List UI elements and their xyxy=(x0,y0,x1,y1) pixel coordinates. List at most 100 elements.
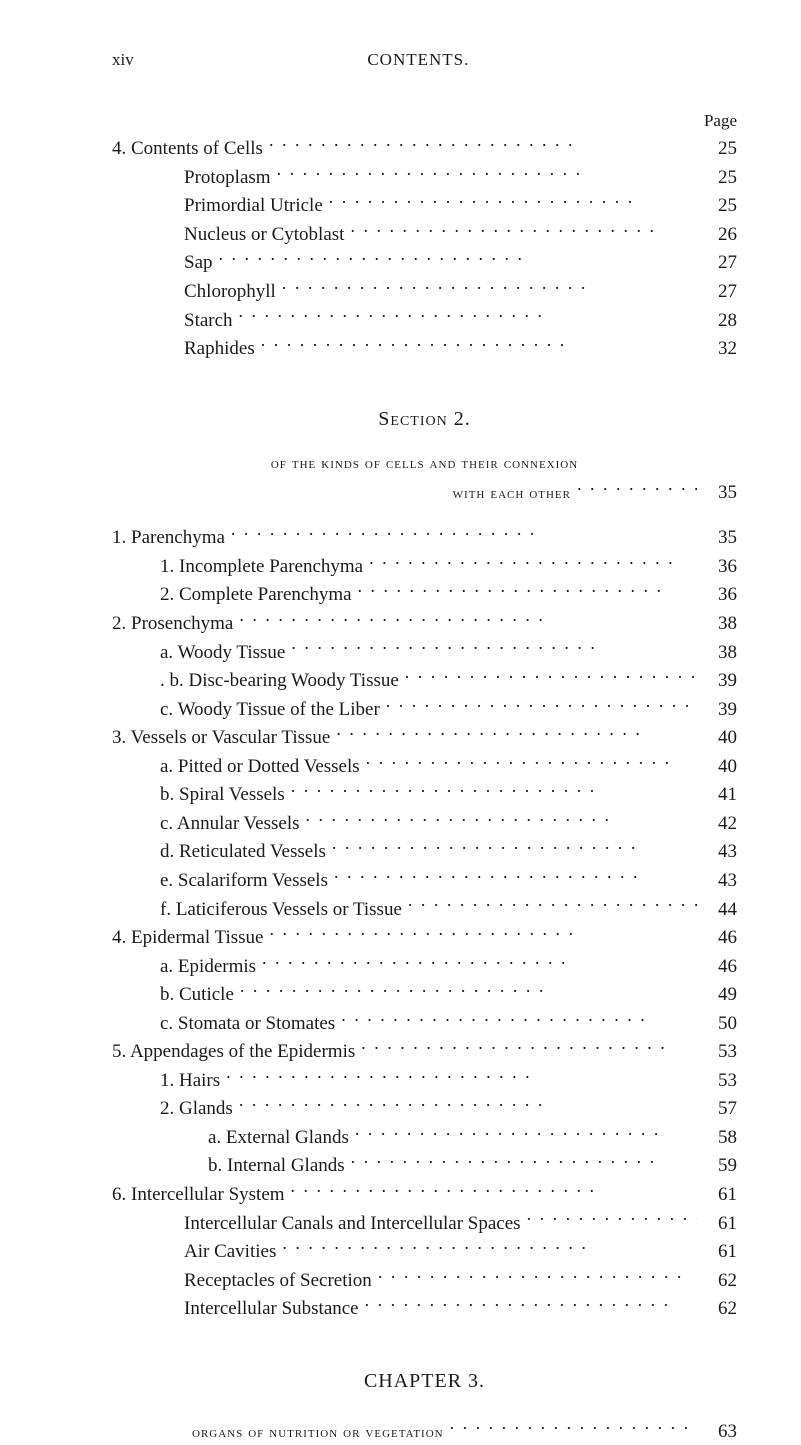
toc-label: Starch xyxy=(112,307,233,335)
toc-label: e. Scalariform Vessels xyxy=(112,867,328,895)
toc-page: 61 xyxy=(703,1210,737,1238)
leader xyxy=(334,867,697,886)
toc-label: 1. Hairs xyxy=(112,1067,220,1095)
toc-line: Sap 27 xyxy=(112,249,737,277)
toc-page: 27 xyxy=(703,249,737,277)
toc-line: b. Cuticle 49 xyxy=(112,981,737,1009)
toc-page: 43 xyxy=(703,838,737,866)
leader xyxy=(329,192,697,211)
leader xyxy=(386,696,697,715)
toc-page: 57 xyxy=(703,1095,737,1123)
toc-page: 46 xyxy=(703,924,737,952)
leader xyxy=(361,1038,697,1057)
leader xyxy=(291,781,697,800)
leader xyxy=(369,553,697,572)
toc-line: 4. Contents of Cells25 xyxy=(112,135,737,163)
toc-page: 39 xyxy=(703,667,737,695)
toc-label: 4. Epidermal Tissue xyxy=(112,924,263,952)
toc-page: 25 xyxy=(703,192,737,220)
toc-line: a. Pitted or Dotted Vessels40 xyxy=(112,753,737,781)
toc-line: Air Cavities 61 xyxy=(112,1238,737,1266)
toc-page: 49 xyxy=(703,981,737,1009)
toc-page: 61 xyxy=(703,1181,737,1209)
toc-page: 28 xyxy=(703,307,737,335)
toc-page: 59 xyxy=(703,1152,737,1180)
toc-label: Primordial Utricle xyxy=(112,192,323,220)
toc-line: 3. Vessels or Vascular Tissue40 xyxy=(112,724,737,752)
toc-line: 2. Complete Parenchyma36 xyxy=(112,581,737,609)
leader xyxy=(239,610,697,629)
toc-page: 25 xyxy=(703,135,737,163)
toc-line: e. Scalariform Vessels43 xyxy=(112,867,737,895)
toc-line: 6. Intercellular System 61 xyxy=(112,1181,737,1209)
toc-label: Sap xyxy=(112,249,213,277)
leader xyxy=(219,249,698,268)
leader xyxy=(378,1267,697,1286)
section-2-heading: Section 2. xyxy=(112,405,737,434)
toc-line: d. Reticulated Vessels 43 xyxy=(112,838,737,866)
leader xyxy=(405,667,697,686)
toc-line: Receptacles of Secretion62 xyxy=(112,1267,737,1295)
toc-label: a. Woody Tissue xyxy=(112,639,285,667)
running-title: CONTENTS. xyxy=(367,48,469,73)
page-column-header: Page xyxy=(112,109,737,134)
toc-page: 38 xyxy=(703,610,737,638)
section-2-sub-2-line: with each other 35 xyxy=(112,479,737,507)
toc-page: 53 xyxy=(703,1067,737,1095)
toc-line: Primordial Utricle 25 xyxy=(112,192,737,220)
toc-label: Receptacles of Secretion xyxy=(112,1267,372,1295)
leader xyxy=(239,1095,697,1114)
toc-label: b. Cuticle xyxy=(112,981,234,1009)
toc-line: 1. Parenchyma 35 xyxy=(112,524,737,552)
toc-line: Protoplasm25 xyxy=(112,164,737,192)
toc-block-1: 4. Contents of Cells25Protoplasm25Primor… xyxy=(112,135,737,362)
toc-page: 40 xyxy=(703,724,737,752)
toc-line: Intercellular Canals and Intercellular S… xyxy=(112,1210,737,1238)
toc-page: 61 xyxy=(703,1238,737,1266)
toc-line: . b. Disc-bearing Woody Tissue 39 xyxy=(112,667,737,695)
toc-page: 62 xyxy=(703,1295,737,1323)
leader xyxy=(282,1238,697,1257)
chapter-3-sub-line: organs of nutrition or vegetation 63 xyxy=(112,1418,737,1445)
toc-line: a. Epidermis46 xyxy=(112,953,737,981)
toc-line: a. Woody Tissue38 xyxy=(112,639,737,667)
toc-label: d. Reticulated Vessels xyxy=(112,838,326,866)
leader xyxy=(262,953,697,972)
toc-label: 1. Parenchyma xyxy=(112,524,225,552)
running-head: xiv CONTENTS. xyxy=(112,48,737,73)
toc-page: 36 xyxy=(703,553,737,581)
toc-label: Nucleus or Cytoblast xyxy=(112,221,344,249)
toc-label: 6. Intercellular System xyxy=(112,1181,285,1209)
toc-page: 35 xyxy=(703,524,737,552)
leader xyxy=(355,1124,697,1143)
toc-line: 4. Epidermal Tissue 46 xyxy=(112,924,737,952)
toc-label: Chlorophyll xyxy=(112,278,276,306)
toc-label: 2. Glands xyxy=(112,1095,233,1123)
leader xyxy=(269,924,697,943)
toc-page: 41 xyxy=(703,781,737,809)
leader xyxy=(577,479,697,498)
toc-label: a. Epidermis xyxy=(112,953,256,981)
toc-label: a. Pitted or Dotted Vessels xyxy=(112,753,360,781)
toc-label: Air Cavities xyxy=(112,1238,276,1266)
section-2-sub-2: with each other xyxy=(453,482,571,505)
leader xyxy=(351,1152,697,1171)
toc-line: Starch 28 xyxy=(112,307,737,335)
chapter-3-sub: organs of nutrition or vegetation xyxy=(112,1421,444,1444)
leader xyxy=(366,753,697,772)
toc-block-2: 1. Parenchyma 35 1. Incomplete Parenchyma 3… xyxy=(112,524,737,1322)
leader xyxy=(336,724,697,743)
toc-label: a. External Glands xyxy=(112,1124,349,1152)
toc-label: b. Internal Glands xyxy=(112,1152,345,1180)
toc-line: c. Annular Vessels42 xyxy=(112,810,737,838)
toc-label: 1. Incomplete Parenchyma xyxy=(112,553,363,581)
section-2-sub-2-page: 35 xyxy=(703,479,737,507)
leader xyxy=(341,1010,697,1029)
toc-label: . b. Disc-bearing Woody Tissue xyxy=(112,667,399,695)
toc-line: f. Laticiferous Vessels or Tissue44 xyxy=(112,896,737,924)
leader xyxy=(277,164,697,183)
toc-page: 27 xyxy=(703,278,737,306)
leader xyxy=(450,1418,697,1437)
toc-page: 39 xyxy=(703,696,737,724)
toc-line: Nucleus or Cytoblast26 xyxy=(112,221,737,249)
